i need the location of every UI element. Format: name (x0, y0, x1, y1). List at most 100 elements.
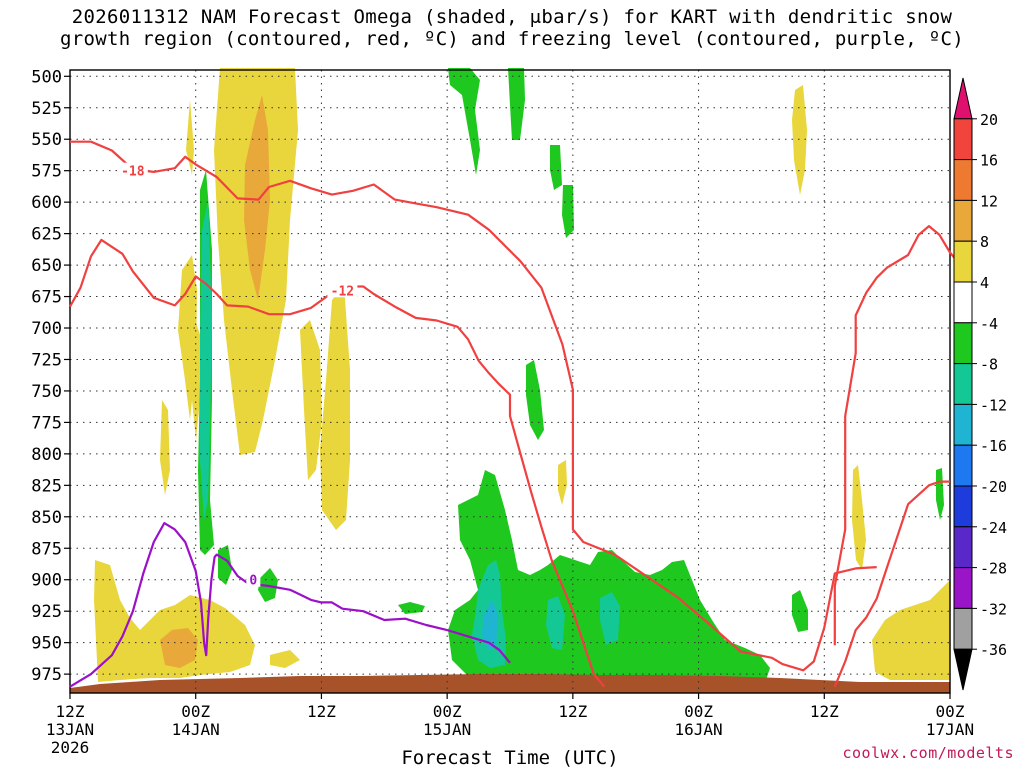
watermark: coolwx.com/modelts (842, 744, 1014, 762)
shade-yellow-col-23z (300, 320, 322, 480)
colorbar-bin (953, 444, 973, 487)
colorbar-bin (953, 322, 973, 365)
colorbar-label: 16 (980, 152, 998, 170)
plot-frame (69, 69, 951, 694)
isotherm-label-bg (246, 571, 261, 587)
shade-yellow-low-left (94, 560, 255, 682)
terrain (70, 674, 950, 693)
colorbar-label: -20 (980, 478, 1007, 496)
isotherm-line (833, 225, 962, 646)
shade-green-main (448, 470, 770, 680)
colorbar-bin (953, 77, 973, 120)
shade-green-top (448, 68, 480, 175)
y-tick-label: 825 (31, 476, 62, 496)
y-tick-label: 650 (31, 256, 62, 276)
shade-yellow-sliver-1 (186, 100, 194, 175)
isotherm-label: -18 (121, 165, 145, 180)
isotherm-label-bg (327, 282, 358, 298)
y-tick-label: 775 (31, 413, 62, 433)
y-tick-label: 925 (31, 602, 62, 622)
y-tick-label: 575 (31, 162, 62, 182)
isotherm-line (70, 140, 877, 672)
shade-teal-c (600, 592, 620, 645)
colorbar-label: -8 (980, 356, 998, 374)
shade-green-small-a (218, 545, 232, 585)
y-tick-label: 725 (31, 350, 62, 370)
y-tick-label: 600 (31, 193, 62, 213)
x-tick-label: 00Z (181, 702, 210, 721)
isotherm-label: -12 (331, 284, 354, 299)
x-tick-label: 17JAN (926, 720, 974, 739)
colorbar-label: 8 (980, 233, 989, 251)
colorbar-label: -36 (980, 641, 1007, 659)
y-axis-ticks: 500 525 550 575 600 625 650 675 700 725 750 775 800 8… (31, 67, 70, 685)
y-tick-label: 525 (31, 99, 62, 119)
colorbar-label: -16 (980, 437, 1007, 455)
colorbar-bin (953, 485, 973, 528)
shade-teal-b (546, 596, 565, 650)
y-tick-label: 550 (31, 130, 62, 150)
shade-yellow-small-2 (558, 460, 567, 505)
colorbar-bin (953, 403, 973, 446)
shade-teal-thin-col (200, 200, 212, 520)
omega-shading-layer (94, 68, 950, 682)
shade-yellow-low-right (872, 580, 950, 680)
colorbar-bin (953, 240, 973, 283)
shade-green-top-2 (508, 68, 525, 140)
y-tick-label: 625 (31, 225, 62, 245)
x-axis-label: Forecast Time (UTC) (401, 747, 618, 768)
isotherm-line (69, 238, 606, 688)
y-tick-label: 500 (31, 67, 62, 87)
shade-green-top-3 (550, 145, 562, 190)
colorbar-bin (953, 363, 973, 405)
x-tick-label: 15JAN (423, 720, 471, 739)
chart-title-line2: growth region (contoured, red, ºC) and f… (60, 28, 964, 50)
y-tick-label: 800 (31, 445, 62, 465)
x-tick-label: 2026 (51, 738, 90, 757)
colorbar-bin (953, 159, 973, 201)
isotherm-contours: -18 -12 0 (69, 140, 962, 688)
x-tick-label: 13JAN (46, 720, 94, 739)
x-tick-label: 12Z (810, 702, 839, 721)
x-tick-label: 00Z (936, 702, 965, 721)
colorbar-label: 20 (980, 111, 998, 129)
x-tick-label: 12Z (56, 702, 85, 721)
colorbar-label: -32 (980, 600, 1007, 618)
shade-green-small-c (398, 602, 425, 614)
colorbar-bin (953, 118, 973, 161)
shade-orange-column (244, 95, 270, 300)
x-tick-label: 14JAN (172, 720, 220, 739)
shade-green-right-2 (936, 468, 944, 520)
isotherm-line (833, 480, 950, 688)
y-tick-label: 850 (31, 508, 62, 528)
colorbar: 20 16 12 8 4 -4 -8 -12 -16 -20 -24 -28 -32 -36 (953, 77, 1007, 691)
y-tick-label: 875 (31, 539, 62, 559)
colorbar-label: -4 (980, 315, 998, 333)
y-tick-label: 950 (31, 634, 62, 654)
colorbar-bin (953, 607, 973, 650)
shade-yellow-mid-right (852, 465, 866, 570)
shade-green-top-4 (562, 185, 574, 238)
colorbar-label: 12 (980, 192, 998, 210)
colorbar-label: -28 (980, 560, 1007, 578)
shade-cyan-core (482, 600, 498, 650)
shade-green-right (792, 590, 808, 632)
shade-yellow-sliver-2 (160, 400, 170, 495)
shade-yellow-small-1 (270, 650, 300, 668)
x-tick-label: 16JAN (674, 720, 722, 739)
y-tick-label: 675 (31, 288, 62, 308)
colorbar-label: -24 (980, 519, 1007, 537)
colorbar-bin (953, 281, 973, 324)
x-tick-label: 12Z (307, 702, 336, 721)
x-tick-label: 00Z (433, 702, 462, 721)
shade-yellow-col-02z (320, 285, 350, 530)
colorbar-bin (953, 199, 973, 242)
y-tick-label: 700 (31, 319, 62, 339)
chart-title: 2026011312 NAM Forecast Omega (shaded, μ… (0, 6, 1024, 50)
shade-yellow-tall-right (792, 85, 807, 195)
colorbar-bin (953, 567, 973, 609)
y-tick-label: 900 (31, 571, 62, 591)
isotherm-label-bg (117, 162, 148, 178)
